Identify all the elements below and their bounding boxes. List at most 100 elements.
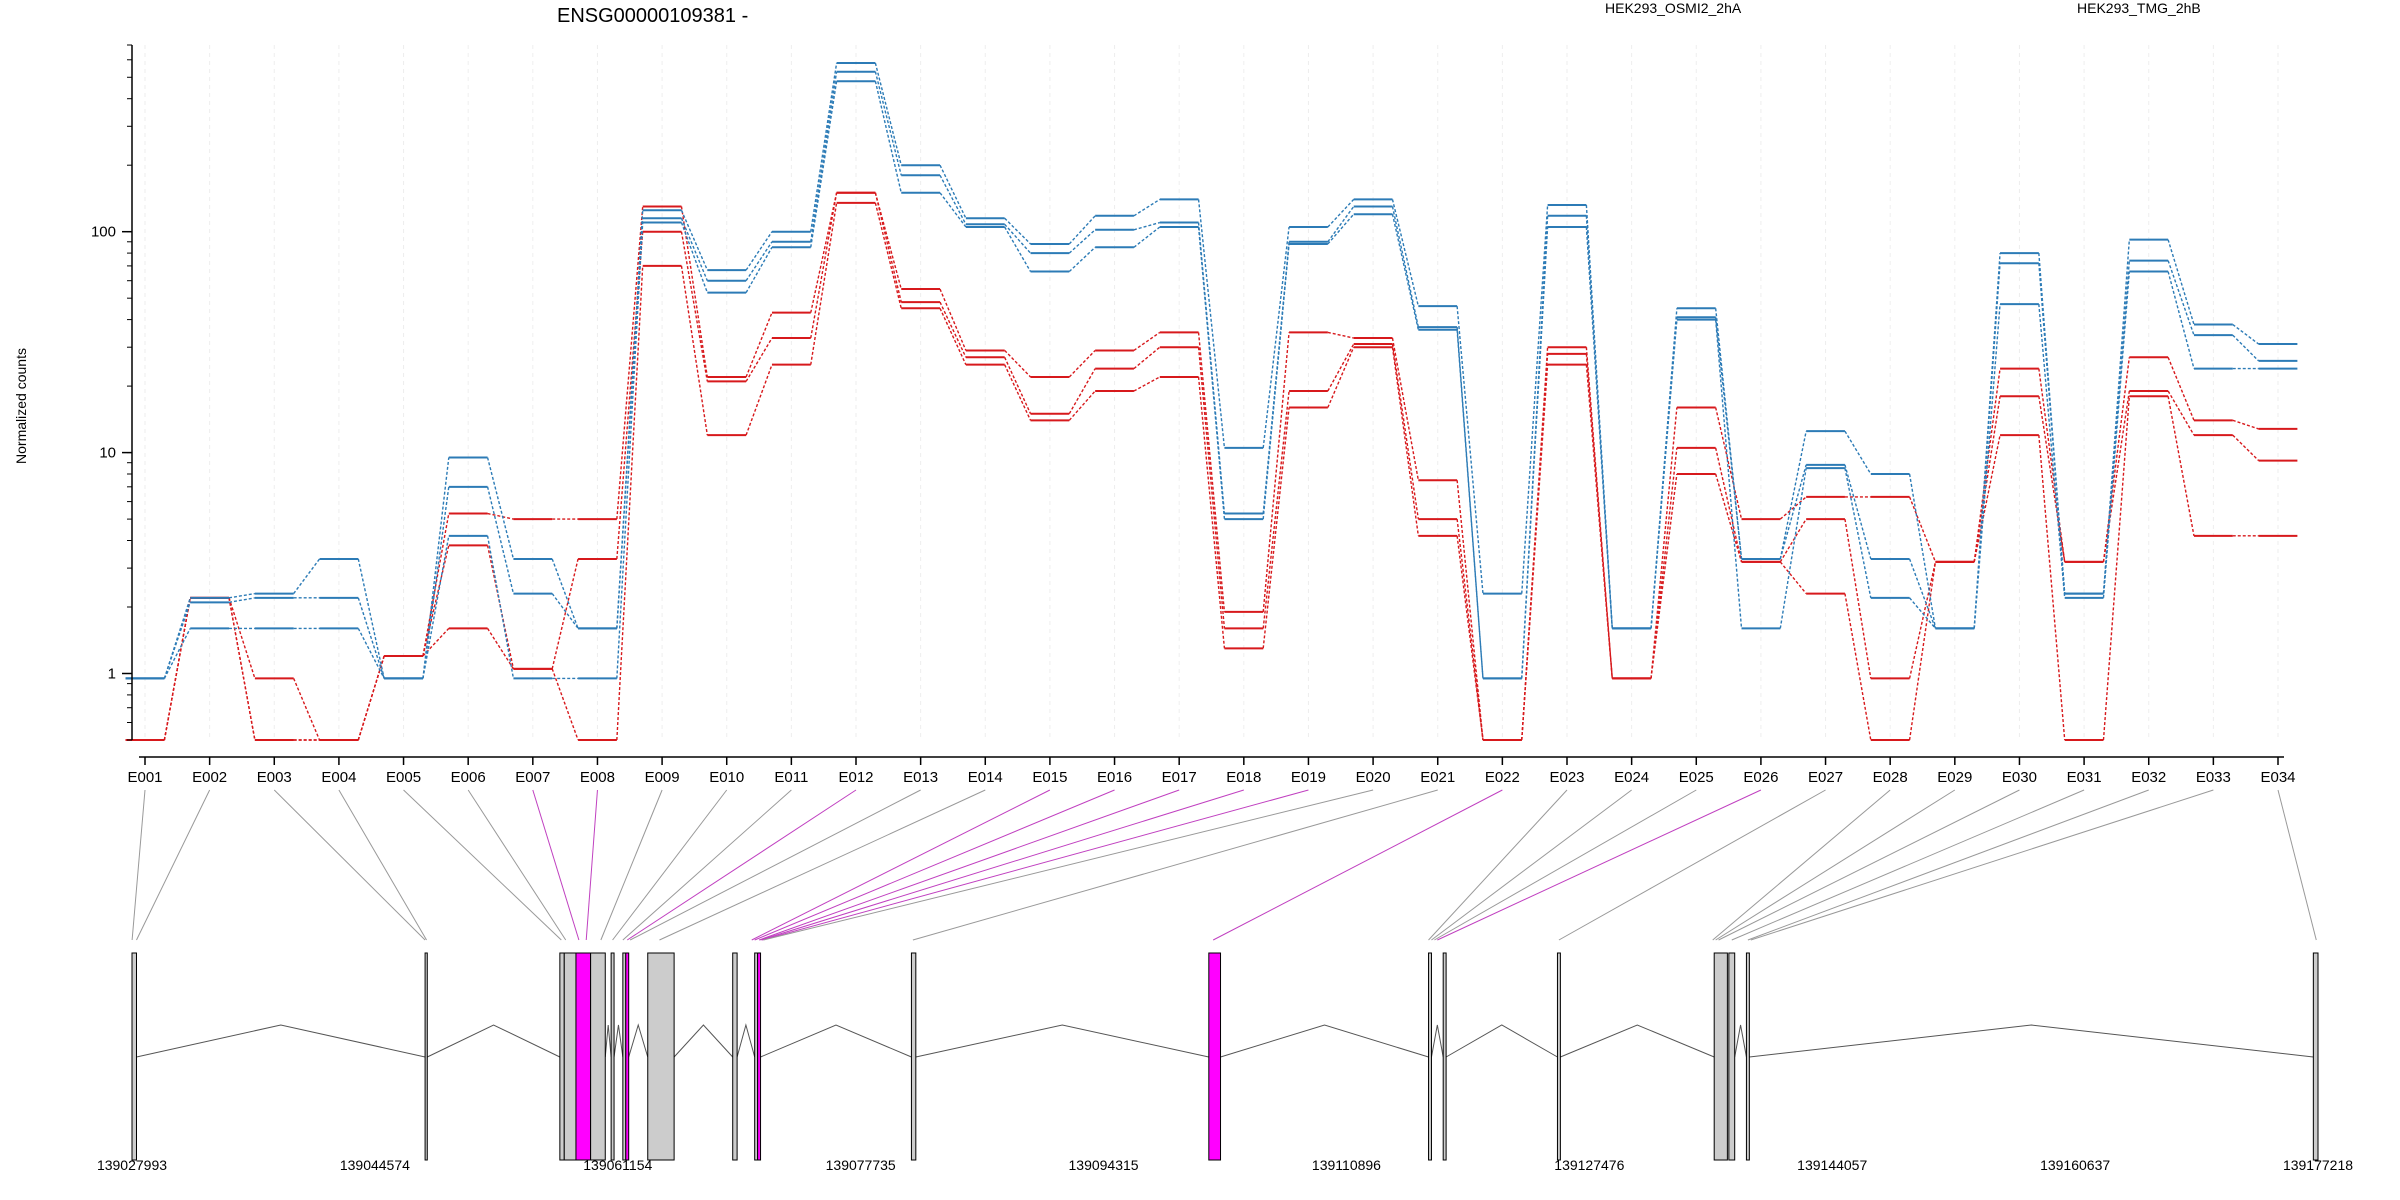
connector-E015 <box>751 789 1051 941</box>
connector-E008 <box>585 789 598 941</box>
series-connector <box>2167 271 2195 369</box>
series-connector <box>1456 519 1484 741</box>
connector-E026 <box>1437 789 1762 941</box>
intron-line <box>1430 1024 1444 1058</box>
exon-highlighted <box>1208 952 1222 1161</box>
series-connector <box>1908 561 1937 679</box>
connector-E031 <box>1731 789 2085 941</box>
x-tick-label-E026: E026 <box>1743 769 1778 786</box>
series-connector <box>2102 239 2131 594</box>
series-connector <box>1197 199 1226 448</box>
bin-connector-lines <box>131 789 2317 941</box>
series-connector <box>1133 331 1161 352</box>
series-connector <box>1262 243 1290 520</box>
series-connector <box>1004 223 1032 254</box>
exon <box>563 952 577 1161</box>
series-connector <box>2038 263 2066 594</box>
series-connector <box>1391 214 1420 330</box>
series-connector <box>1973 368 2001 563</box>
coordinate-label: 139044574 <box>340 1157 410 1173</box>
series-connector <box>1133 198 1161 217</box>
series-connector <box>1844 593 1872 741</box>
series-connector <box>1973 263 2001 629</box>
series-connector <box>1908 558 1937 629</box>
exon <box>647 952 675 1161</box>
series-connector <box>1327 346 1355 408</box>
x-tick-label-E003: E003 <box>257 769 292 786</box>
series-connector <box>1779 431 1807 560</box>
connector-E030 <box>1718 789 2020 941</box>
connector-E007 <box>532 789 580 941</box>
series-connector <box>745 337 773 382</box>
intron-line <box>628 1023 649 1058</box>
series-connector <box>1068 229 1096 254</box>
series-connector <box>810 81 838 248</box>
series-connector <box>1133 376 1161 392</box>
series-connector <box>1262 332 1290 612</box>
x-tick-label-E006: E006 <box>451 769 486 786</box>
connector-E017 <box>758 789 1180 941</box>
series-connector <box>810 202 838 365</box>
exon-highlighted <box>757 952 762 1161</box>
intron-line <box>760 1024 912 1058</box>
x-tick-label-E012: E012 <box>838 769 873 786</box>
series-connector <box>874 192 902 303</box>
exon <box>1728 952 1736 1161</box>
x-tick-label-E033: E033 <box>2196 769 2231 786</box>
series-connector <box>1391 199 1420 307</box>
intron-line <box>604 1024 612 1058</box>
connector-E006 <box>467 789 567 941</box>
series-connector <box>1714 447 1743 563</box>
x-tick-label-E013: E013 <box>903 769 938 786</box>
connector-E024 <box>1431 789 1632 941</box>
series-connector <box>1973 434 2001 563</box>
series-connector <box>1391 206 1420 328</box>
series-connector <box>1844 430 1872 475</box>
series-connector <box>745 312 773 378</box>
intron-line <box>136 1024 426 1058</box>
coordinate-label: 139127476 <box>1554 1157 1624 1173</box>
series-connector <box>1779 496 1807 520</box>
series-connector <box>2167 239 2195 325</box>
series-connector <box>551 558 579 669</box>
x-tick-label-E032: E032 <box>2131 769 2166 786</box>
series-connector <box>357 655 385 741</box>
x-tick-label-E030: E030 <box>2002 769 2037 786</box>
series-connector <box>874 202 902 309</box>
series-connector <box>1391 343 1420 520</box>
series-connector <box>1327 213 1355 245</box>
series-connector <box>1262 390 1290 629</box>
series-3 <box>125 201 2298 741</box>
series-connector <box>1521 364 1549 741</box>
series-connector <box>2167 260 2195 336</box>
series-connector <box>1714 407 1743 520</box>
x-tick-label-E018: E018 <box>1226 769 1261 786</box>
x-tick-label-E025: E025 <box>1679 769 1714 786</box>
exon <box>1556 952 1561 1161</box>
series-connector <box>939 192 967 228</box>
connector-E034 <box>2277 789 2317 941</box>
series-connector <box>745 241 773 282</box>
exon <box>131 952 137 1161</box>
x-tick-label-E015: E015 <box>1032 769 1067 786</box>
x-tick-label-E021: E021 <box>1420 769 1455 786</box>
connector-E011 <box>622 789 792 941</box>
series-connector <box>1197 226 1226 520</box>
connector-E022 <box>1212 789 1503 941</box>
series-connector <box>422 457 450 679</box>
series-connector <box>680 222 708 293</box>
coordinate-label: 139077735 <box>826 1157 896 1173</box>
intron-line <box>1220 1024 1429 1058</box>
series-connector <box>1197 376 1226 649</box>
connector-E014 <box>659 789 986 941</box>
series-connector <box>874 62 902 166</box>
intron-line <box>1749 1024 2314 1058</box>
connector-E029 <box>1715 789 1956 941</box>
coordinate-label: 139061154 <box>583 1157 652 1173</box>
series-connector <box>2232 434 2260 462</box>
series-connector <box>486 457 515 560</box>
series-connector <box>2232 419 2259 430</box>
connector-E010 <box>612 789 728 941</box>
series-connector <box>1585 226 1613 629</box>
series-connector <box>1262 407 1290 649</box>
